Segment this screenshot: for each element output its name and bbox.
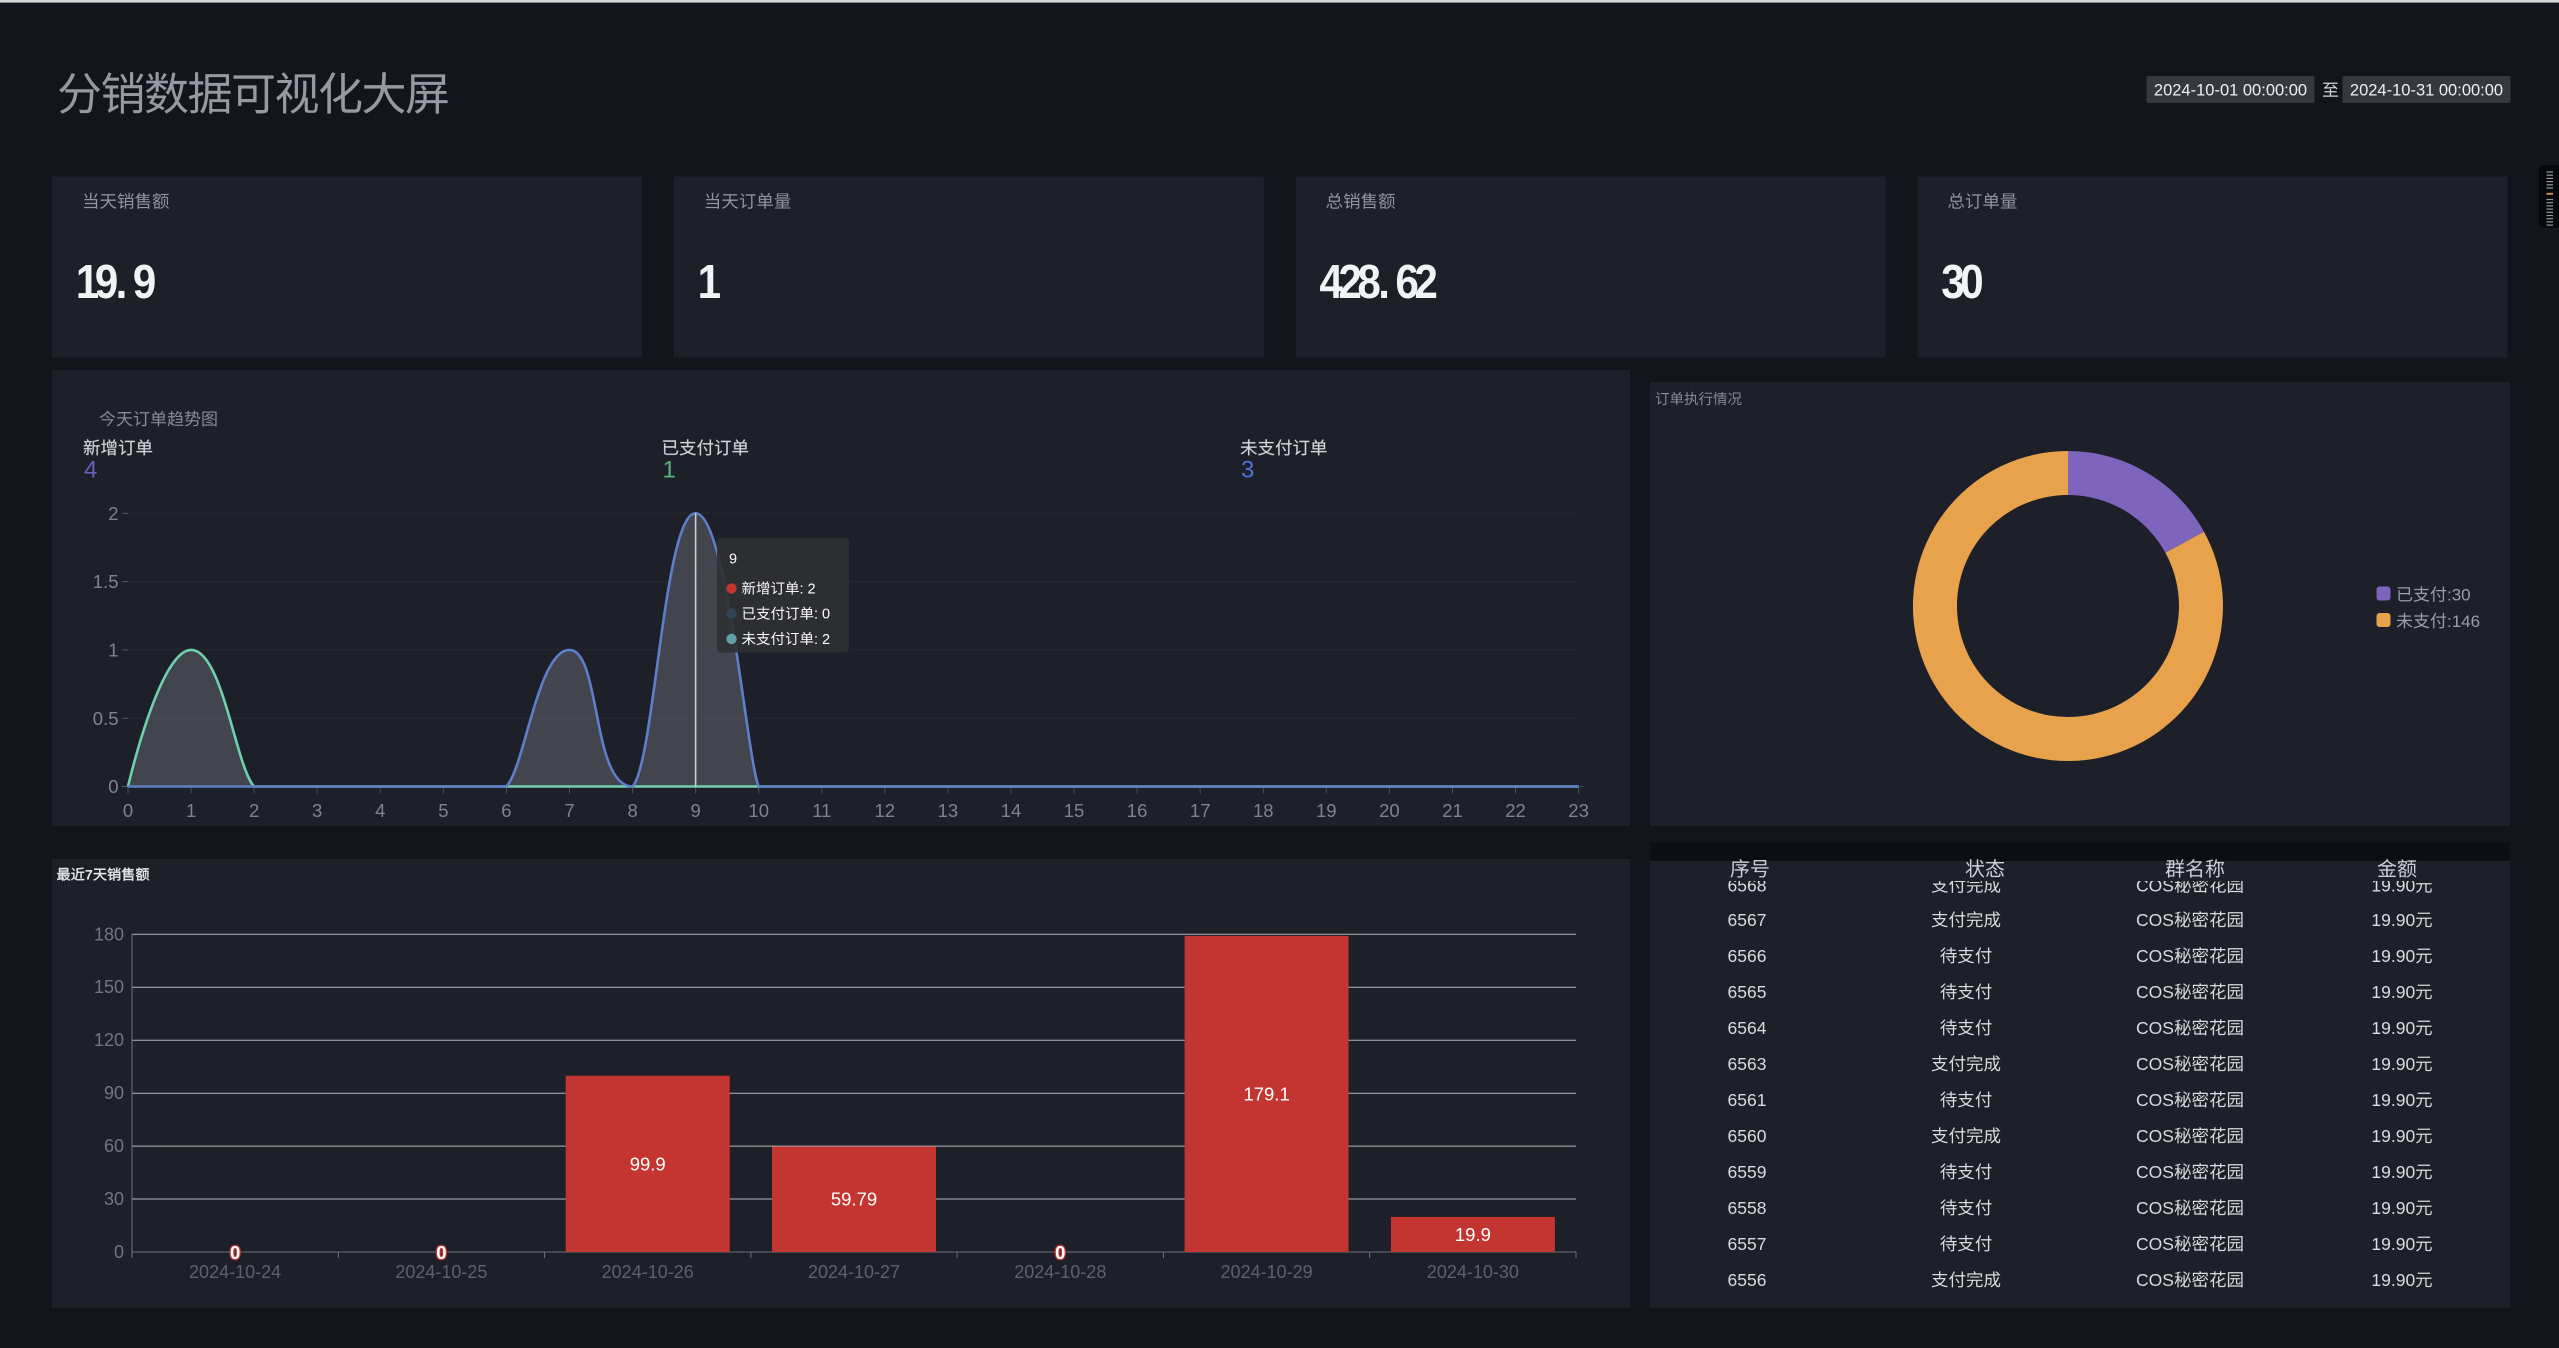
svg-text:4: 4 [84,457,97,484]
svg-text:19.90: 19.90 [2371,910,2415,930]
svg-text:1: 1 [108,640,118,661]
svg-text:120: 120 [94,1030,124,1050]
svg-text:19.90: 19.90 [2371,1090,2415,1110]
svg-text::30: :30 [2447,586,2471,605]
svg-text:COS: COS [2136,1234,2174,1254]
svg-text:19: 19 [1316,800,1337,821]
svg-text:2024-10-26: 2024-10-26 [602,1262,694,1282]
svg-text:150: 150 [94,977,124,997]
svg-text:0.5: 0.5 [93,708,119,729]
svg-text:19.90: 19.90 [2371,1270,2415,1290]
svg-text:COS: COS [2136,910,2174,930]
svg-text:21: 21 [1442,800,1463,821]
svg-text::146: :146 [2447,612,2480,631]
svg-text:10: 10 [748,800,769,821]
svg-text:COS: COS [2136,1162,2174,1182]
svg-text:16: 16 [1127,800,1148,821]
svg-text:1: 1 [663,457,676,484]
svg-text:6566: 6566 [1728,946,1767,966]
svg-text:23: 23 [1568,800,1589,821]
svg-text:2024-10-28: 2024-10-28 [1014,1262,1106,1282]
svg-text:2024-10-25: 2024-10-25 [395,1262,487,1282]
svg-text:: 2: : 2 [814,632,830,648]
svg-text:1.5: 1.5 [93,571,119,592]
svg-text:COS: COS [2136,1270,2174,1290]
svg-text:19.90: 19.90 [2371,1162,2415,1182]
svg-text:: 2: : 2 [800,582,816,598]
svg-text:COS: COS [2136,1054,2174,1074]
svg-text:COS: COS [2136,946,2174,966]
svg-text:6556: 6556 [1728,1270,1767,1290]
svg-text:COS: COS [2136,1090,2174,1110]
svg-text:2: 2 [108,503,118,524]
svg-text:6558: 6558 [1728,1198,1767,1218]
svg-text:19.90: 19.90 [2371,1234,2415,1254]
svg-text:3: 3 [312,800,322,821]
svg-text:15: 15 [1064,800,1085,821]
svg-text:0: 0 [108,776,118,797]
svg-text:COS: COS [2136,982,2174,1002]
svg-text:18: 18 [1253,800,1274,821]
svg-text:4: 4 [375,800,385,821]
svg-text:0: 0 [230,1242,240,1263]
svg-text:COS: COS [2136,1018,2174,1038]
svg-text:6564: 6564 [1728,1018,1767,1038]
svg-text:19.90: 19.90 [2371,1198,2415,1218]
svg-text:2024-10-27: 2024-10-27 [808,1262,900,1282]
svg-text:6567: 6567 [1728,910,1767,930]
svg-text:179.1: 179.1 [1243,1083,1289,1104]
svg-text:19.90: 19.90 [2371,946,2415,966]
svg-text:COS: COS [2136,1126,2174,1146]
svg-text:9: 9 [729,552,737,568]
svg-text:60: 60 [104,1136,124,1156]
svg-text:22: 22 [1505,800,1526,821]
svg-text:17: 17 [1190,800,1211,821]
svg-text:3: 3 [1241,457,1254,484]
svg-text:12: 12 [875,800,896,821]
svg-text:0: 0 [114,1242,124,1262]
svg-text:2024-10-30: 2024-10-30 [1427,1262,1519,1282]
svg-text:180: 180 [94,924,124,944]
svg-text:2024-10-01 00:00:00: 2024-10-01 00:00:00 [2154,82,2307,100]
svg-text:19.90: 19.90 [2371,876,2415,896]
svg-text:0: 0 [123,800,133,821]
svg-text:20: 20 [1379,800,1400,821]
svg-text:6557: 6557 [1728,1234,1767,1254]
svg-text:13: 13 [938,800,959,821]
svg-text:19.9: 19.9 [1455,1224,1491,1245]
svg-text:19.90: 19.90 [2371,1126,2415,1146]
svg-text:99.9: 99.9 [630,1153,666,1174]
svg-text:6560: 6560 [1728,1126,1767,1146]
svg-text:0: 0 [1055,1242,1065,1263]
svg-text:11: 11 [812,800,831,821]
svg-text:14: 14 [1001,800,1022,821]
svg-text:2: 2 [249,800,259,821]
svg-text:6559: 6559 [1728,1162,1767,1182]
svg-text:2024-10-24: 2024-10-24 [189,1262,281,1282]
svg-text:7: 7 [564,800,574,821]
svg-text:9: 9 [690,800,700,821]
svg-text:COS: COS [2136,1198,2174,1218]
svg-text:6565: 6565 [1728,982,1767,1002]
svg-text:5: 5 [438,800,448,821]
svg-text:30: 30 [104,1189,124,1209]
svg-text:COS: COS [2136,876,2174,896]
svg-text:8: 8 [627,800,637,821]
svg-text:19.90: 19.90 [2371,1018,2415,1038]
svg-text:2024-10-29: 2024-10-29 [1221,1262,1313,1282]
svg-text:7: 7 [85,868,93,884]
svg-text:19.90: 19.90 [2371,982,2415,1002]
svg-text:1: 1 [186,800,196,821]
svg-text:90: 90 [104,1083,124,1103]
svg-text:59.79: 59.79 [831,1189,877,1210]
svg-text:6563: 6563 [1728,1054,1767,1074]
svg-text:19.90: 19.90 [2371,1054,2415,1074]
svg-text:0: 0 [436,1242,446,1263]
svg-text:6: 6 [501,800,511,821]
svg-text:: 0: : 0 [814,607,830,623]
svg-text:6561: 6561 [1728,1090,1767,1110]
svg-text:2024-10-31 00:00:00: 2024-10-31 00:00:00 [2350,82,2503,100]
svg-text:6568: 6568 [1728,876,1767,896]
